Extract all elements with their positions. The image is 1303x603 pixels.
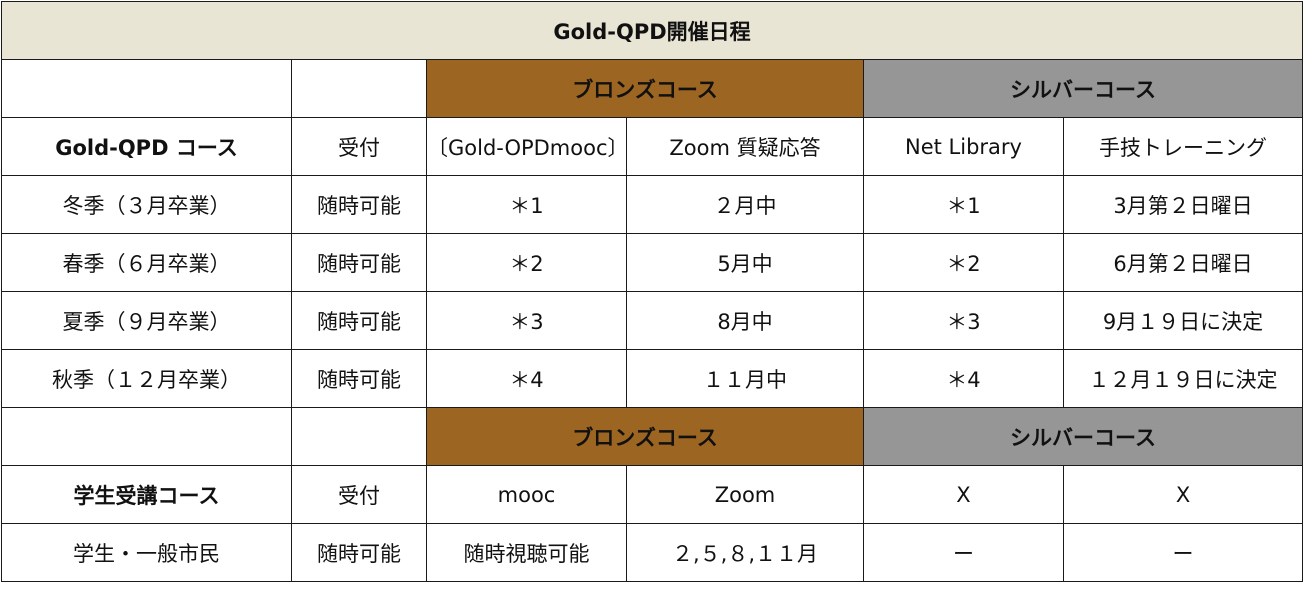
zoom-header: Zoom bbox=[626, 465, 864, 524]
zoom-cell: ２月中 bbox=[626, 175, 864, 234]
table-row: 夏季（９月卒業） 随時可能 ＊3 8月中 ＊3 9月１９日に決定 bbox=[1, 291, 1303, 350]
zoom-cell: 8月中 bbox=[626, 291, 864, 350]
table-row: 学生・一般市民 随時可能 随時視聴可能 ２,５,８,１１月 ー ー bbox=[1, 523, 1303, 582]
student-course-label: 学生受講コース bbox=[1, 465, 292, 524]
library-cell: ＊4 bbox=[863, 349, 1064, 408]
zoom-cell: ２,５,８,１１月 bbox=[626, 523, 864, 582]
training-header: X bbox=[1062, 465, 1303, 524]
table-title: Gold-QPD開催日程 bbox=[0, 1, 1303, 60]
gold-course-header-row: ブロンズコース シルバーコース bbox=[1, 59, 1303, 118]
mooc-header: 〔Gold-OPDmooc〕 bbox=[426, 117, 627, 176]
mooc-cell: ＊3 bbox=[426, 291, 627, 350]
season-cell: 夏季（９月卒業） bbox=[1, 291, 292, 350]
student-column-header-row: 学生受講コース 受付 mooc Zoom X X bbox=[1, 465, 1303, 524]
reception-cell: 随時可能 bbox=[291, 175, 427, 234]
mooc-header: mooc bbox=[426, 465, 627, 524]
silver-course-header: シルバーコース bbox=[862, 407, 1303, 466]
gold-column-header-row: Gold-QPD コース 受付 〔Gold-OPDmooc〕 Zoom 質疑応答… bbox=[1, 117, 1303, 176]
mooc-cell: ＊1 bbox=[426, 175, 627, 234]
mooc-cell: ＊2 bbox=[426, 233, 627, 292]
reception-cell: 随時可能 bbox=[291, 349, 427, 408]
zoom-header: Zoom 質疑応答 bbox=[626, 117, 864, 176]
zoom-cell: 5月中 bbox=[626, 233, 864, 292]
season-cell: 秋季（１２月卒業） bbox=[1, 349, 292, 408]
schedule-table: Gold-QPD開催日程 ブロンズコース シルバーコース Gold-QPD コー… bbox=[0, 1, 1303, 582]
table-row: 秋季（１２月卒業） 随時可能 ＊4 １１月中 ＊4 １２月１９日に決定 bbox=[1, 349, 1303, 408]
category-cell: 学生・一般市民 bbox=[1, 523, 292, 582]
bronze-course-header: ブロンズコース bbox=[426, 59, 864, 118]
training-cell: 3月第２日曜日 bbox=[1062, 175, 1303, 234]
training-cell: １２月１９日に決定 bbox=[1062, 349, 1303, 408]
zoom-cell: １１月中 bbox=[626, 349, 864, 408]
library-cell: ＊3 bbox=[863, 291, 1064, 350]
title-row: Gold-QPD開催日程 bbox=[0, 1, 1303, 60]
reception-cell: 随時可能 bbox=[291, 523, 427, 582]
library-cell: ー bbox=[863, 523, 1064, 582]
reception-header: 受付 bbox=[291, 465, 427, 524]
empty-cell bbox=[1, 407, 292, 466]
library-cell: ＊1 bbox=[863, 175, 1064, 234]
net-library-header: Net Library bbox=[863, 117, 1064, 176]
training-cell: 9月１９日に決定 bbox=[1062, 291, 1303, 350]
training-header: 手技トレーニング bbox=[1062, 117, 1303, 176]
reception-cell: 随時可能 bbox=[291, 233, 427, 292]
training-cell: ー bbox=[1062, 523, 1303, 582]
net-library-header: X bbox=[863, 465, 1064, 524]
silver-course-header: シルバーコース bbox=[862, 59, 1303, 118]
season-cell: 冬季（３月卒業） bbox=[1, 175, 292, 234]
empty-cell bbox=[1, 59, 292, 118]
empty-cell bbox=[291, 407, 427, 466]
reception-header: 受付 bbox=[291, 117, 427, 176]
mooc-cell: 随時視聴可能 bbox=[426, 523, 627, 582]
bronze-course-header: ブロンズコース bbox=[426, 407, 864, 466]
empty-cell bbox=[291, 59, 427, 118]
table-row: 冬季（３月卒業） 随時可能 ＊1 ２月中 ＊1 3月第２日曜日 bbox=[1, 175, 1303, 234]
table-row: 春季（６月卒業） 随時可能 ＊2 5月中 ＊2 6月第２日曜日 bbox=[1, 233, 1303, 292]
mooc-cell: ＊4 bbox=[426, 349, 627, 408]
reception-cell: 随時可能 bbox=[291, 291, 427, 350]
library-cell: ＊2 bbox=[863, 233, 1064, 292]
training-cell: 6月第２日曜日 bbox=[1062, 233, 1303, 292]
gold-course-label: Gold-QPD コース bbox=[1, 117, 292, 176]
season-cell: 春季（６月卒業） bbox=[1, 233, 292, 292]
student-course-header-row: ブロンズコース シルバーコース bbox=[1, 407, 1303, 466]
